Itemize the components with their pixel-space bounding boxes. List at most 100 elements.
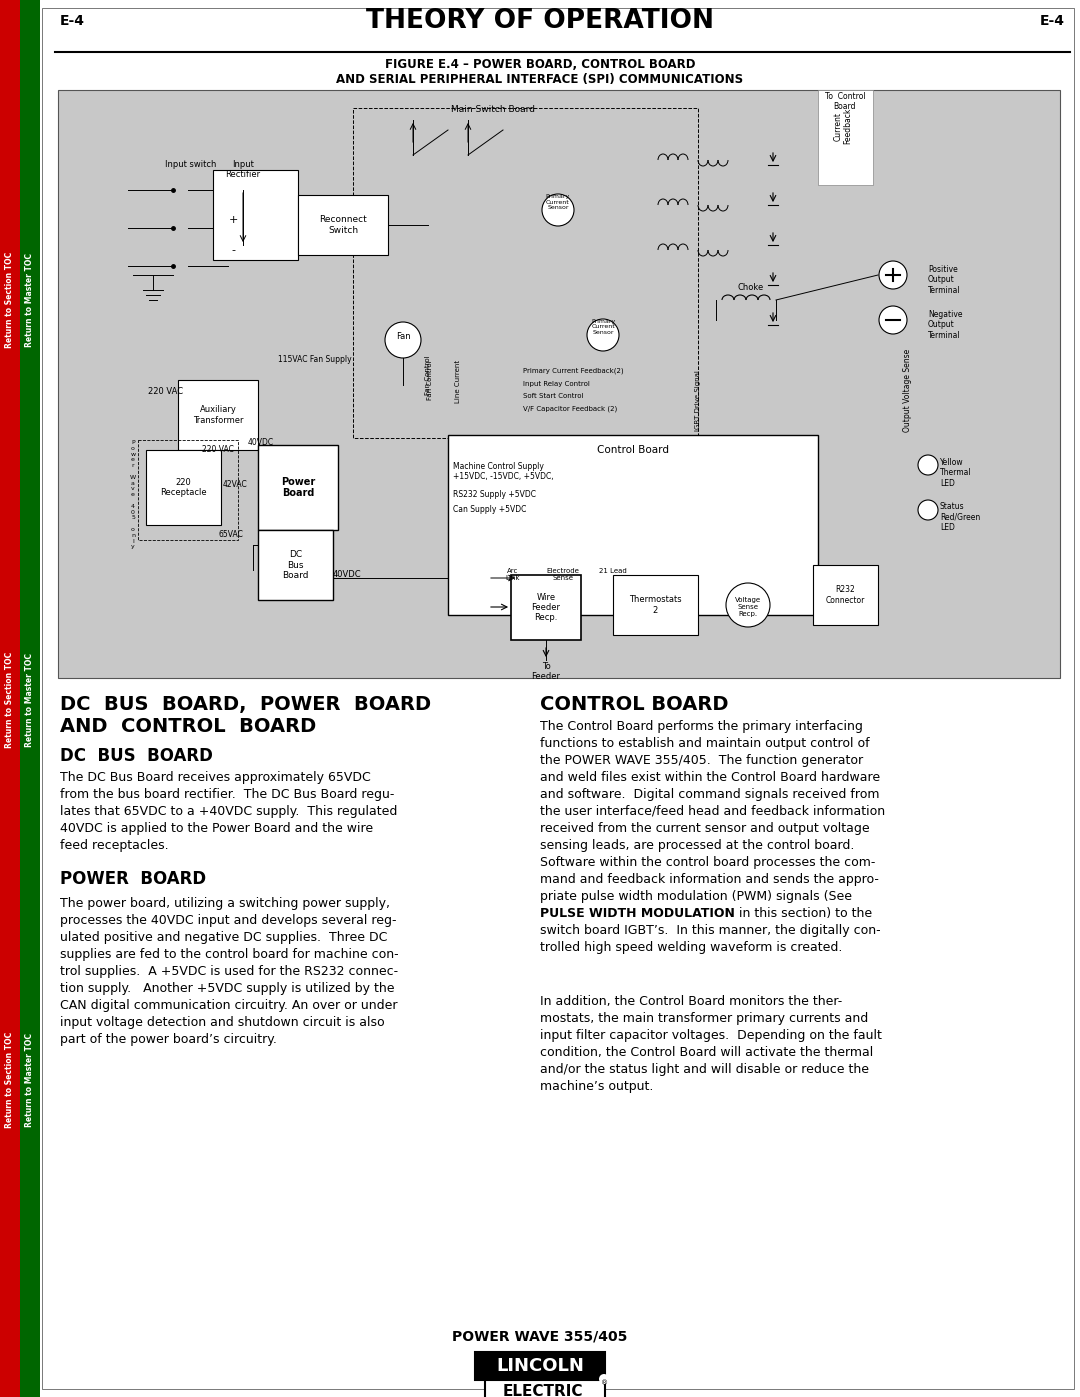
Text: Primary
Current
Sensor: Primary Current Sensor — [591, 319, 616, 335]
Text: trol supplies.  A +5VDC is used for the RS232 connec-: trol supplies. A +5VDC is used for the R… — [60, 965, 399, 978]
Text: from the bus board rectifier.  The DC Bus Board regu-: from the bus board rectifier. The DC Bus… — [60, 788, 394, 800]
Text: ®: ® — [602, 1380, 608, 1386]
Circle shape — [542, 194, 573, 226]
Text: LINCOLN: LINCOLN — [496, 1356, 584, 1375]
Text: and/or the status light and will disable or reduce the: and/or the status light and will disable… — [540, 1063, 869, 1076]
Text: Reconnect
Switch: Reconnect Switch — [319, 215, 367, 235]
Bar — [258, 446, 338, 529]
Bar — [448, 434, 818, 615]
Bar — [613, 576, 698, 636]
Text: Input switch: Input switch — [165, 161, 216, 169]
Text: tion supply.   Another +5VDC supply is utilized by the: tion supply. Another +5VDC supply is uti… — [60, 982, 394, 995]
Text: Current
Feedback: Current Feedback — [834, 108, 853, 144]
Text: trolled high speed welding waveform is created.: trolled high speed welding waveform is c… — [540, 942, 842, 954]
Text: Positive
Output
Terminal: Positive Output Terminal — [928, 265, 960, 295]
Text: Power
Board: Power Board — [281, 476, 315, 499]
Text: priate pulse width modulation (PWM) signals (See: priate pulse width modulation (PWM) sign… — [540, 890, 852, 902]
Text: mostats, the main transformer primary currents and: mostats, the main transformer primary cu… — [540, 1011, 868, 1025]
Bar — [178, 380, 258, 450]
Text: E-4: E-4 — [1040, 14, 1065, 28]
Text: Voltage
Sense
Recp.: Voltage Sense Recp. — [734, 597, 761, 617]
Text: Return to Section TOC: Return to Section TOC — [5, 1032, 14, 1129]
Text: AND  CONTROL  BOARD: AND CONTROL BOARD — [60, 717, 316, 736]
Text: Thermostats
2: Thermostats 2 — [630, 595, 681, 615]
Bar — [213, 170, 298, 260]
Text: Auxiliary
Transformer: Auxiliary Transformer — [192, 405, 243, 425]
Text: P
o
w
e
r
 
W
a
v
e
 
4
0
5
 
o
n
l
y: P o w e r W a v e 4 0 5 o n l y — [130, 440, 136, 549]
Text: in this section) to the: in this section) to the — [735, 907, 873, 921]
Text: Input
Rectifier: Input Rectifier — [226, 161, 260, 179]
Circle shape — [918, 500, 939, 520]
Text: THEORY OF OPERATION: THEORY OF OPERATION — [366, 8, 714, 34]
Bar — [475, 1352, 605, 1380]
Circle shape — [599, 1375, 609, 1384]
Text: The Control Board performs the primary interfacing: The Control Board performs the primary i… — [540, 719, 863, 733]
Text: the user interface/feed head and feedback information: the user interface/feed head and feedbac… — [540, 805, 886, 819]
Circle shape — [918, 455, 939, 475]
Text: Control Board: Control Board — [597, 446, 669, 455]
Text: machine’s output.: machine’s output. — [540, 1080, 653, 1092]
Text: E-4: E-4 — [60, 14, 85, 28]
Text: input voltage detection and shutdown circuit is also: input voltage detection and shutdown cir… — [60, 1016, 384, 1030]
Bar — [146, 450, 221, 525]
Bar — [818, 89, 873, 184]
Text: Wire
Feeder
Recp.: Wire Feeder Recp. — [531, 592, 561, 623]
Text: POWER WAVE 355/405: POWER WAVE 355/405 — [453, 1330, 627, 1344]
Text: -: - — [231, 244, 235, 256]
Text: The power board, utilizing a switching power supply,: The power board, utilizing a switching p… — [60, 897, 390, 909]
Text: functions to establish and maintain output control of: functions to establish and maintain outp… — [540, 738, 869, 750]
Text: Primary
Current
Sensor: Primary Current Sensor — [545, 194, 570, 211]
Text: sensing leads, are processed at the control board.: sensing leads, are processed at the cont… — [540, 840, 854, 852]
Text: 40VDC is applied to the Power Board and the wire: 40VDC is applied to the Power Board and … — [60, 821, 373, 835]
Text: feed receptacles.: feed receptacles. — [60, 840, 168, 852]
Text: Return to Section TOC: Return to Section TOC — [5, 652, 14, 749]
Text: 115VAC Fan Supply: 115VAC Fan Supply — [278, 355, 352, 365]
Bar — [258, 529, 333, 599]
Text: Choke: Choke — [738, 284, 765, 292]
Text: the POWER WAVE 355/405.  The function generator: the POWER WAVE 355/405. The function gen… — [540, 754, 863, 767]
Text: Yellow
Thermal
LED: Yellow Thermal LED — [940, 458, 972, 488]
Text: ELECTRIC: ELECTRIC — [503, 1384, 583, 1397]
Text: 21 Lead: 21 Lead — [599, 569, 626, 574]
Text: In addition, the Control Board monitors the ther-: In addition, the Control Board monitors … — [540, 995, 842, 1009]
Text: 65VAC: 65VAC — [218, 529, 243, 539]
Text: RS232 Supply +5VDC: RS232 Supply +5VDC — [453, 490, 536, 499]
Bar — [485, 1380, 605, 1397]
Text: POWER  BOARD: POWER BOARD — [60, 870, 206, 888]
Text: Output Voltage Sense: Output Voltage Sense — [904, 348, 913, 432]
Bar — [21, 0, 40, 1397]
Bar — [58, 89, 1059, 678]
Text: 40VDC: 40VDC — [333, 570, 362, 578]
Text: Machine Control Supply
+15VDC, -15VDC, +5VDC,: Machine Control Supply +15VDC, -15VDC, +… — [453, 462, 554, 482]
Text: 42VAC: 42VAC — [222, 481, 247, 489]
Text: Primary Current Feedback(2): Primary Current Feedback(2) — [523, 367, 623, 374]
Text: IGBT Drive Signal: IGBT Drive Signal — [696, 370, 701, 430]
Bar — [813, 564, 878, 624]
Text: ulated positive and negative DC supplies.  Three DC: ulated positive and negative DC supplies… — [60, 930, 388, 944]
Circle shape — [588, 319, 619, 351]
Text: part of the power board’s circuitry.: part of the power board’s circuitry. — [60, 1032, 276, 1046]
Circle shape — [879, 306, 907, 334]
Text: 220
Receptacle: 220 Receptacle — [160, 478, 206, 497]
Bar — [353, 108, 698, 439]
Text: DC  BUS  BOARD: DC BUS BOARD — [60, 747, 213, 766]
Text: +: + — [228, 215, 238, 225]
Bar — [0, 0, 21, 1397]
Text: Can Supply +5VDC: Can Supply +5VDC — [453, 504, 526, 514]
Text: Fan Control: Fan Control — [426, 355, 431, 394]
Text: Return to Master TOC: Return to Master TOC — [26, 652, 35, 747]
Text: CONTROL BOARD: CONTROL BOARD — [540, 694, 729, 714]
Text: FIGURE E.4 – POWER BOARD, CONTROL BOARD: FIGURE E.4 – POWER BOARD, CONTROL BOARD — [384, 59, 696, 71]
Text: Return to Master TOC: Return to Master TOC — [26, 253, 35, 346]
Text: mand and feedback information and sends the appro-: mand and feedback information and sends … — [540, 873, 879, 886]
Text: supplies are fed to the control board for machine con-: supplies are fed to the control board fo… — [60, 949, 399, 961]
Text: Main Switch Board: Main Switch Board — [451, 105, 535, 115]
Text: Status
Red/Green
LED: Status Red/Green LED — [940, 502, 981, 532]
Text: DC
Bus
Board: DC Bus Board — [282, 550, 309, 580]
Bar — [298, 196, 388, 256]
Text: processes the 40VDC input and develops several reg-: processes the 40VDC input and develops s… — [60, 914, 396, 928]
Text: DC  BUS  BOARD,  POWER  BOARD: DC BUS BOARD, POWER BOARD — [60, 694, 431, 714]
Text: received from the current sensor and output voltage: received from the current sensor and out… — [540, 821, 869, 835]
Text: PULSE WIDTH MODULATION: PULSE WIDTH MODULATION — [540, 907, 734, 921]
Text: input filter capacitor voltages.  Depending on the fault: input filter capacitor voltages. Dependi… — [540, 1030, 882, 1042]
